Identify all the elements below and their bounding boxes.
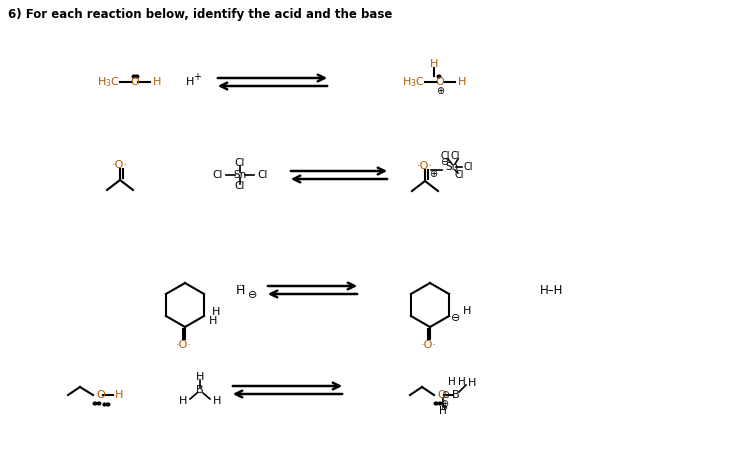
Text: H: H [458, 77, 466, 87]
Text: ·O·: ·O· [176, 340, 192, 350]
Text: H$_3$C: H$_3$C [402, 75, 425, 89]
Text: Sn: Sn [234, 170, 246, 180]
Text: ·O·: ·O· [417, 161, 433, 171]
Text: Cl: Cl [464, 162, 473, 172]
Text: H: H [179, 396, 187, 406]
Text: Cl: Cl [440, 151, 450, 161]
Text: H: H [463, 306, 472, 316]
Text: ·O·: ·O· [112, 160, 128, 170]
Text: H: H [439, 406, 447, 416]
Text: Cl: Cl [257, 170, 267, 180]
Text: H–H: H–H [540, 284, 563, 297]
Text: Cl: Cl [235, 181, 246, 191]
Text: Ḧ: Ḧ [235, 284, 245, 297]
Text: H: H [213, 396, 222, 406]
Text: 6) For each reaction below, identify the acid and the base: 6) For each reaction below, identify the… [8, 8, 392, 21]
Text: H: H [468, 378, 476, 388]
Text: ⊖: ⊖ [248, 290, 257, 300]
Text: Cl: Cl [213, 170, 223, 180]
Text: H: H [448, 377, 456, 387]
Text: Sn: Sn [446, 162, 458, 172]
Text: ⊖: ⊖ [440, 157, 448, 167]
Text: ⊕: ⊕ [436, 86, 444, 96]
Text: Cl: Cl [235, 158, 246, 168]
Text: H: H [212, 307, 220, 317]
Text: H: H [115, 390, 124, 400]
Text: H: H [458, 377, 466, 387]
Text: ⊕: ⊕ [440, 403, 447, 412]
Text: +: + [193, 72, 201, 82]
Text: H: H [196, 372, 204, 382]
Text: H: H [186, 77, 194, 87]
Text: H: H [209, 316, 217, 326]
Text: Cl: Cl [455, 170, 464, 180]
Text: H$_3$C: H$_3$C [97, 75, 120, 89]
Text: ·O·: ·O· [421, 340, 437, 350]
Text: O: O [131, 77, 139, 87]
Text: H: H [153, 77, 161, 87]
Text: Cl: Cl [450, 151, 460, 161]
Text: O: O [436, 77, 444, 87]
Text: ⊕: ⊕ [429, 169, 437, 179]
Text: ⊖: ⊖ [441, 390, 449, 400]
Text: B: B [196, 385, 204, 395]
Text: ⊖: ⊖ [452, 313, 461, 323]
Text: O: O [437, 390, 446, 400]
Text: ⊕: ⊕ [440, 399, 448, 409]
Text: B: B [452, 390, 460, 400]
Text: H: H [430, 59, 438, 69]
Text: O: O [96, 390, 105, 400]
